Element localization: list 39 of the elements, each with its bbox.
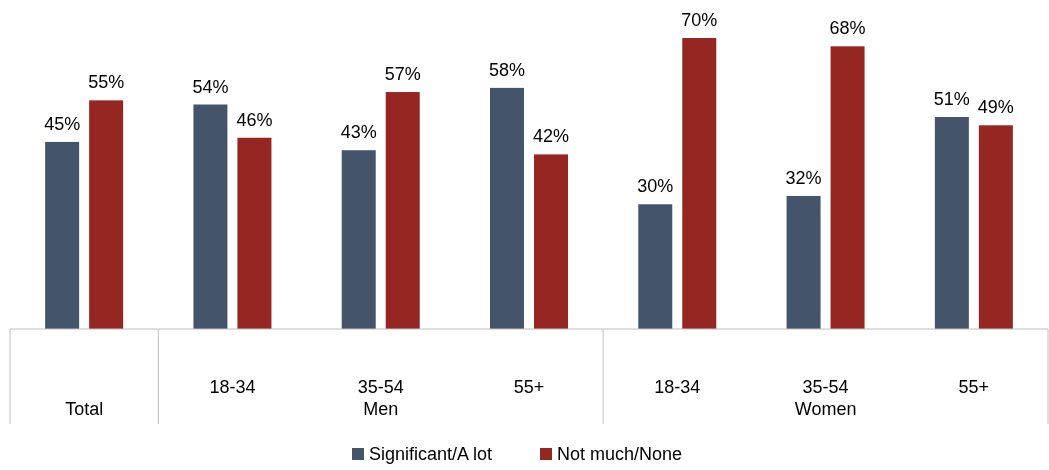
data-label: 70%	[681, 10, 718, 30]
bar	[934, 116, 969, 329]
data-label: 49%	[977, 97, 1014, 118]
bar	[978, 125, 1013, 329]
data-label: 55%	[88, 72, 125, 93]
bar	[45, 141, 80, 329]
data-label: 45%	[44, 113, 81, 134]
bar	[490, 87, 524, 329]
data-label: 57%	[384, 64, 421, 85]
text: Total	[65, 399, 104, 419]
bar	[786, 195, 821, 329]
bar	[682, 38, 717, 329]
data-label: 51%	[933, 88, 970, 109]
data-label: 68%	[829, 18, 866, 39]
data-label: 30%	[637, 176, 674, 197]
x-tick-label: 18-34	[209, 377, 256, 397]
data-label: 43%	[340, 122, 377, 143]
bar	[341, 150, 376, 329]
text: Men	[363, 399, 399, 419]
legend-label: Not much/None	[557, 444, 683, 464]
text: Women	[794, 399, 857, 419]
data-label: 46%	[236, 109, 273, 130]
x-tick-label: 55+	[958, 377, 990, 397]
legend-label: Significant/A lot	[369, 444, 493, 464]
data-label: 54%	[192, 76, 229, 97]
bar	[638, 204, 673, 329]
bar	[89, 100, 124, 329]
x-tick-label: 35-54	[802, 377, 849, 397]
bar	[830, 46, 865, 329]
bar	[385, 92, 420, 329]
data-label: 32%	[785, 167, 822, 188]
bar	[237, 137, 272, 329]
bar	[193, 104, 228, 329]
x-tick-label: 35-54	[357, 377, 404, 397]
data-label: 58%	[488, 59, 526, 80]
x-tick-label: 18-34	[654, 377, 701, 397]
data-label: 42%	[532, 126, 570, 147]
bar	[534, 154, 568, 329]
x-tick-label: 55+	[513, 377, 545, 397]
